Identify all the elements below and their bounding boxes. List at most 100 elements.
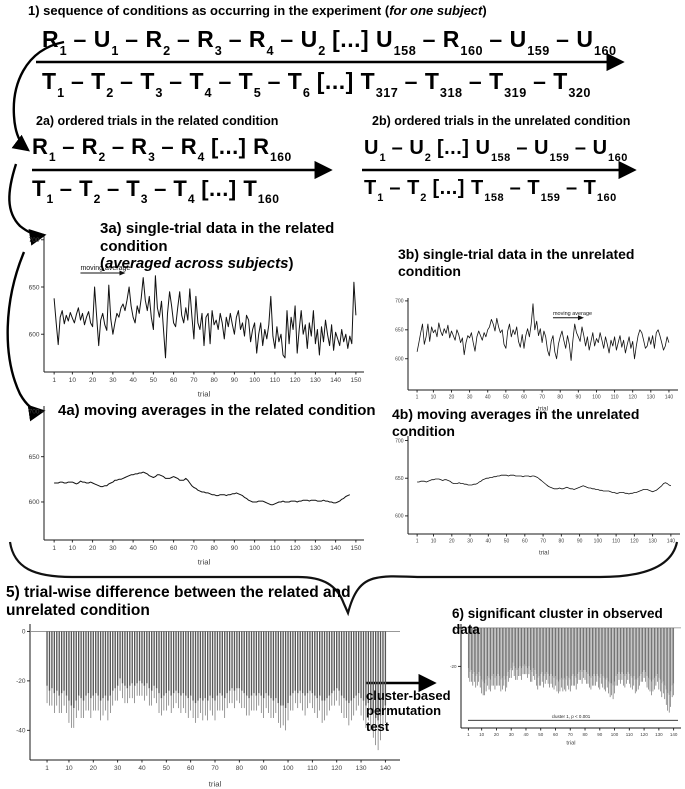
svg-text:50: 50	[503, 395, 509, 401]
svg-text:600: 600	[395, 514, 404, 520]
svg-text:140: 140	[330, 545, 341, 552]
svg-text:10: 10	[69, 377, 77, 384]
svg-text:650: 650	[395, 476, 404, 482]
svg-text:40: 40	[486, 539, 492, 545]
svg-text:10: 10	[479, 732, 485, 737]
svg-text:trial: trial	[539, 550, 549, 557]
svg-text:80: 80	[236, 765, 244, 772]
svg-text:20: 20	[89, 545, 97, 552]
svg-text:1: 1	[467, 732, 470, 737]
svg-text:70: 70	[211, 765, 219, 772]
svg-text:110: 110	[611, 395, 619, 401]
svg-text:70: 70	[540, 539, 546, 545]
svg-text:20: 20	[449, 395, 455, 401]
svg-text:80: 80	[211, 545, 219, 552]
svg-text:30: 30	[509, 732, 515, 737]
svg-text:trial: trial	[538, 406, 548, 413]
svg-text:30: 30	[467, 539, 473, 545]
section-3b-title-line2: condition	[398, 262, 461, 279]
svg-text:50: 50	[150, 545, 158, 552]
svg-text:1: 1	[45, 765, 49, 772]
svg-text:110: 110	[612, 539, 620, 545]
section-5-title: 5) trial-wise difference between the rel…	[6, 584, 351, 620]
svg-text:1: 1	[416, 539, 419, 545]
svg-text:120: 120	[290, 545, 301, 552]
svg-text:700: 700	[29, 409, 40, 416]
section-3b-title: 3b) single-trial data in the unrelated c…	[398, 246, 668, 279]
svg-text:30: 30	[114, 765, 122, 772]
svg-text:650: 650	[29, 284, 40, 291]
svg-text:1: 1	[416, 395, 419, 401]
svg-text:120: 120	[640, 732, 648, 737]
section-1-title-close: )	[482, 3, 487, 18]
section-6-title: 6) significant cluster in observed data	[452, 606, 663, 637]
svg-text:650: 650	[395, 328, 404, 334]
svg-text:130: 130	[356, 765, 367, 772]
svg-text:60: 60	[553, 732, 559, 737]
svg-text:30: 30	[109, 545, 117, 552]
svg-text:600: 600	[29, 331, 40, 338]
sequence-2a-bottom-row: T1 – T2 – T3 – T4 [...] T160	[32, 176, 280, 207]
svg-text:140: 140	[667, 539, 676, 545]
sequence-2a-top-row: R1 – R2 – R3 – R4 [...] R160	[32, 134, 292, 165]
svg-text:130: 130	[310, 545, 321, 552]
svg-text:90: 90	[231, 377, 239, 384]
svg-text:130: 130	[655, 732, 663, 737]
svg-text:80: 80	[557, 395, 563, 401]
chart-significant-cluster: 0-201 10 20 30 40 50 60 70 80 90 100 110 120 130 140tr…	[450, 624, 681, 747]
svg-text:140: 140	[670, 732, 678, 737]
svg-text:120: 120	[290, 377, 301, 384]
svg-text:40: 40	[129, 545, 137, 552]
svg-text:100: 100	[594, 539, 603, 545]
svg-text:20: 20	[494, 732, 500, 737]
svg-text:140: 140	[665, 395, 674, 401]
svg-text:60: 60	[522, 539, 528, 545]
svg-text:10: 10	[65, 765, 73, 772]
section-4b-title-line2: condition	[392, 422, 455, 439]
svg-text:trial: trial	[198, 558, 211, 567]
curve-arrow-to-3a	[8, 163, 47, 246]
svg-text:40: 40	[129, 377, 137, 384]
sequence-1-bottom-row: T1 – T2 – T3 – T4 – T5 – T6 [...] T317 –…	[42, 68, 591, 100]
svg-text:110: 110	[307, 765, 318, 772]
svg-text:650: 650	[29, 454, 40, 461]
section-4a-title: 4a) moving averages in the related condi…	[58, 402, 376, 419]
svg-text:140: 140	[380, 765, 391, 772]
svg-text:90: 90	[576, 395, 582, 401]
sequence-2b-top-row: U1 – U2 [...] U158 – U159 – U160	[364, 137, 628, 164]
svg-text:80: 80	[583, 732, 589, 737]
svg-text:100: 100	[283, 765, 294, 772]
section-3a-title-text: 3a) single-trial data in the related con…	[100, 220, 335, 255]
svg-text:90: 90	[231, 545, 239, 552]
svg-text:60: 60	[187, 765, 195, 772]
svg-text:600: 600	[395, 357, 404, 363]
svg-text:-40: -40	[16, 728, 26, 735]
svg-text:600: 600	[29, 499, 40, 506]
section-3a-subtitle-emphasis: averaged across subjects	[105, 255, 289, 273]
svg-text:moving average: moving average	[80, 265, 130, 272]
svg-text:70: 70	[539, 395, 545, 401]
svg-text:130: 130	[648, 539, 657, 545]
svg-text:70: 70	[568, 732, 574, 737]
curve-arrow-to-4a	[6, 251, 46, 422]
sequence-2b-bottom-row: T1 – T2 [...] T158 – T159 – T160	[364, 177, 617, 204]
svg-text:40: 40	[485, 395, 491, 401]
svg-text:90: 90	[577, 539, 583, 545]
svg-text:110: 110	[270, 377, 281, 384]
section-4b-title-line1: 4b) moving averages in the unrelated	[392, 406, 640, 422]
section-1-title-emphasis: for one subject	[389, 3, 483, 18]
svg-text:150: 150	[350, 545, 361, 552]
svg-text:30: 30	[109, 377, 117, 384]
svg-text:120: 120	[630, 539, 639, 545]
svg-text:80: 80	[559, 539, 565, 545]
svg-text:-20: -20	[450, 664, 457, 669]
svg-text:moving average: moving average	[553, 311, 592, 317]
svg-text:700: 700	[395, 299, 404, 305]
svg-text:50: 50	[538, 732, 544, 737]
svg-text:100: 100	[592, 395, 601, 401]
section-1-title: 1) sequence of conditions as occurring i…	[28, 3, 487, 18]
